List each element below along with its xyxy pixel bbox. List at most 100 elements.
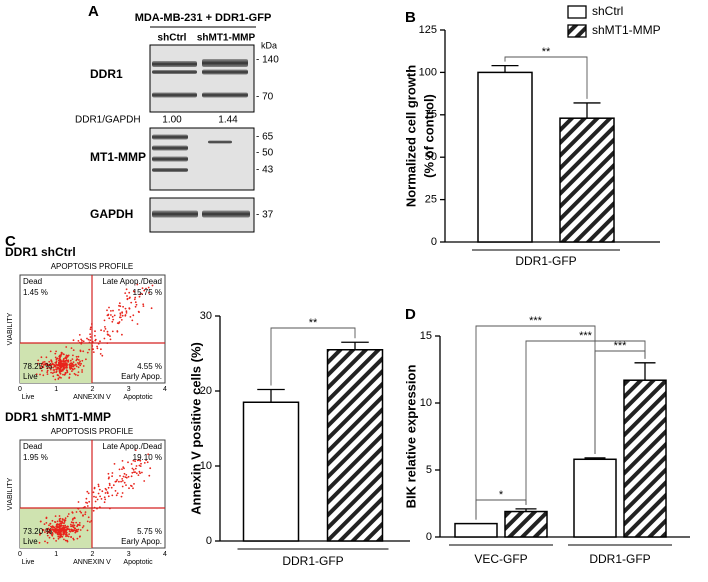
- marker-label: - 50: [256, 148, 274, 159]
- flow-tick: 4: [163, 551, 167, 558]
- event-dot: [41, 365, 44, 368]
- event-dot: [64, 539, 67, 542]
- legend-swatch: [567, 24, 587, 38]
- event-dot: [72, 349, 75, 351]
- event-dot: [81, 371, 83, 373]
- y-axis-label: Normalized cell growth: [403, 65, 418, 207]
- event-dot: [94, 334, 96, 337]
- event-dot: [79, 510, 81, 513]
- event-dot: [59, 360, 61, 363]
- event-dot: [124, 476, 127, 478]
- event-dot: [57, 378, 60, 380]
- event-dot: [125, 474, 128, 476]
- event-dot: [126, 295, 128, 297]
- quadrant-pct: 78.25 %: [23, 362, 52, 371]
- event-dot: [134, 301, 137, 304]
- event-dot: [135, 465, 138, 467]
- event-dot: [63, 522, 65, 525]
- y-tick-label: 0: [431, 236, 437, 248]
- panel-letter: A: [88, 3, 99, 20]
- row-label: DDR1: [90, 67, 123, 81]
- event-dot: [111, 475, 113, 478]
- event-dot: [115, 494, 118, 497]
- flow-end-label: Apoptotic: [123, 559, 153, 566]
- event-dot: [64, 372, 67, 375]
- event-dot: [148, 291, 150, 294]
- quadrant-label: Dead: [23, 277, 42, 286]
- flow-tick: 3: [127, 551, 131, 558]
- event-dot: [62, 531, 65, 534]
- event-dot: [75, 511, 78, 513]
- event-dot: [133, 298, 136, 301]
- event-dot: [59, 520, 62, 523]
- significance-label: **: [309, 317, 318, 329]
- quadrant-pct: 5.75 %: [137, 527, 162, 536]
- event-dot: [85, 501, 87, 504]
- event-dot: [57, 537, 60, 540]
- event-dot: [51, 526, 53, 529]
- event-dot: [94, 339, 97, 342]
- event-dot: [147, 453, 150, 456]
- event-dot: [40, 356, 43, 359]
- event-dot: [58, 528, 61, 531]
- event-dot: [79, 360, 81, 363]
- event-dot: [46, 371, 49, 373]
- flow-end-label: Live: [22, 394, 35, 401]
- event-dot: [71, 512, 74, 514]
- event-dot: [47, 528, 50, 530]
- event-dot: [121, 314, 124, 317]
- flow-end-label: Live: [22, 559, 35, 566]
- event-dot: [113, 314, 116, 317]
- flow-title: DDR1 shMT1-MMP: [5, 410, 111, 424]
- event-dot: [54, 378, 57, 381]
- event-dot: [118, 302, 121, 305]
- event-dot: [111, 315, 114, 318]
- event-dot: [61, 519, 64, 521]
- event-dot: [82, 515, 84, 517]
- event-dot: [62, 527, 64, 530]
- event-dot: [73, 517, 76, 520]
- event-dot: [52, 375, 55, 378]
- event-dot: [77, 355, 80, 358]
- significance-bracket: [270, 327, 356, 386]
- band: [152, 168, 188, 172]
- significance-label: **: [542, 46, 551, 58]
- event-dot: [43, 361, 46, 363]
- event-dot: [89, 521, 91, 523]
- event-dot: [118, 480, 120, 483]
- event-dot: [66, 540, 69, 543]
- event-dot: [134, 471, 137, 473]
- quadrant-label: Live: [23, 537, 38, 546]
- event-dot: [103, 496, 106, 499]
- event-dot: [151, 284, 154, 287]
- event-dot: [75, 363, 77, 366]
- event-dot: [52, 537, 55, 540]
- event-dot: [143, 480, 146, 482]
- event-dot: [125, 310, 128, 313]
- event-dot: [112, 318, 115, 321]
- legend-swatch: [567, 5, 587, 19]
- event-dot: [118, 309, 120, 311]
- event-dot: [62, 533, 65, 536]
- event-dot: [116, 330, 119, 333]
- significance-bracket: [525, 340, 646, 505]
- event-dot: [86, 520, 89, 523]
- event-dot: [67, 528, 70, 531]
- event-dot: [46, 369, 49, 372]
- event-dot: [65, 535, 67, 538]
- event-dot: [122, 475, 125, 478]
- event-dot: [75, 521, 78, 524]
- event-dot: [97, 492, 100, 495]
- event-dot: [134, 467, 137, 470]
- event-dot: [55, 525, 58, 528]
- event-dot: [70, 521, 73, 524]
- event-dot: [71, 363, 74, 365]
- band: [152, 210, 198, 218]
- event-dot: [99, 353, 102, 355]
- event-dot: [138, 464, 141, 467]
- event-dot: [70, 366, 72, 369]
- event-dot: [58, 376, 61, 379]
- event-dot: [56, 364, 59, 366]
- event-dot: [64, 360, 67, 362]
- event-dot: [125, 312, 128, 314]
